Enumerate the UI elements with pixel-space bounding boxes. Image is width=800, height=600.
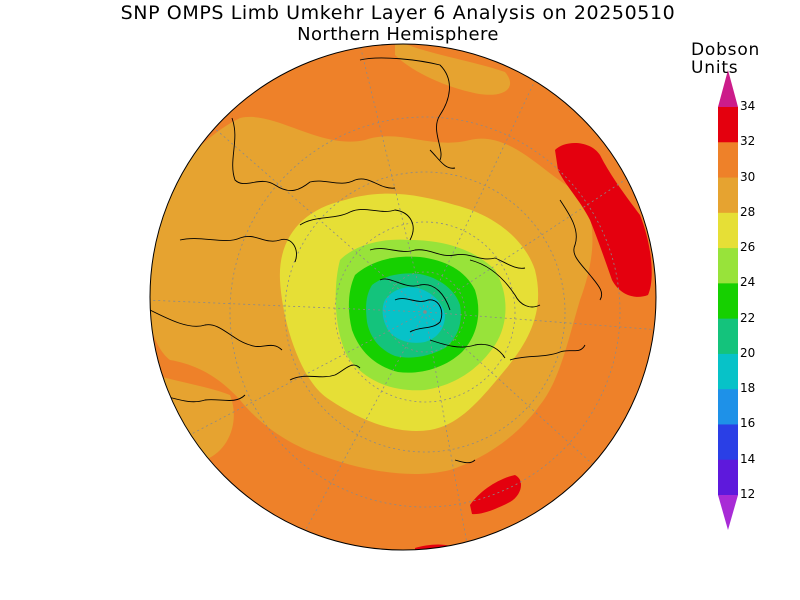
colorbar-over-arrow	[718, 70, 738, 107]
colorbar-label: 28	[740, 204, 756, 219]
colorbar-label: 32	[740, 134, 756, 149]
band-28-30-north	[395, 44, 511, 95]
colorbar-band-24-26	[718, 248, 738, 284]
colorbar-band-30-32	[718, 142, 738, 179]
colorbar-label: 12	[740, 487, 756, 501]
colorbar-label: 20	[740, 345, 756, 360]
band-18-20	[382, 287, 445, 343]
colorbar	[718, 70, 738, 530]
colorbar-band-22-24	[718, 283, 738, 320]
colorbar-label: 34	[740, 99, 756, 113]
band-32-34-east	[555, 143, 652, 297]
colorbar-label: 22	[740, 310, 756, 325]
colorbar-under-arrow	[718, 495, 738, 530]
map-title: SNP OMPS Limb Umkehr Layer 6 Analysis on…	[120, 2, 676, 24]
map-subtitle: Northern Hemisphere	[297, 24, 499, 45]
colorbar-band-32-34	[718, 107, 738, 143]
colorbar-label: 30	[740, 169, 756, 184]
colorbar-label: 18	[740, 381, 756, 396]
colorbar-band-28-30	[718, 177, 738, 214]
colorbar-band-14-16	[718, 424, 738, 461]
colorbar-band-20-22	[718, 318, 738, 355]
colorbar-band-16-18	[718, 389, 738, 425]
ozone-contour-field	[150, 44, 656, 550]
colorbar-label: 24	[740, 275, 756, 290]
coastlines	[150, 57, 603, 464]
colorbar-label: 14	[740, 451, 756, 466]
colorbar-band-12-14	[718, 459, 738, 496]
colorbar-band-18-20	[718, 353, 738, 390]
map-border	[149, 43, 657, 551]
colorbar-label: 26	[740, 240, 756, 255]
colorbar-label: 16	[740, 416, 756, 431]
colorbar-band-26-28	[718, 212, 738, 249]
units-label-line1: Dobson	[691, 40, 761, 60]
graticule	[150, 44, 656, 550]
band-32-34-south	[470, 475, 522, 515]
units-label-line2: Units	[691, 58, 739, 78]
